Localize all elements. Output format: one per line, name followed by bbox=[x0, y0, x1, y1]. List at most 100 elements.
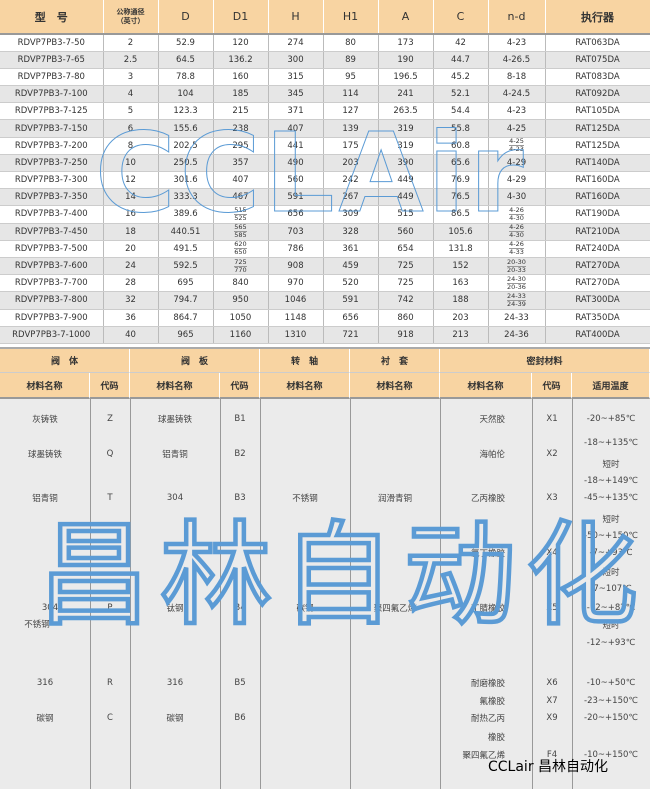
stacked-value: 20-30 20-33 bbox=[507, 257, 526, 274]
value: 24-39 bbox=[507, 299, 526, 308]
table-cell: RDVP7PB3-7-50 bbox=[0, 34, 104, 52]
table-cell: 515 525 bbox=[213, 205, 269, 224]
table-cell: RDVP7PB3-7-800 bbox=[0, 291, 104, 310]
table-cell: 4-26 4-30 bbox=[488, 205, 546, 224]
table-cell: RAT125DA bbox=[545, 137, 650, 155]
material-cell: 耐热乙丙 bbox=[470, 714, 505, 724]
table-cell: 14 bbox=[103, 188, 159, 207]
value: 20-30 bbox=[507, 257, 526, 267]
group-header: 阀 板 bbox=[130, 349, 260, 373]
table-cell: 4-25 4-23 bbox=[488, 137, 546, 155]
table-cell: 656 bbox=[323, 309, 379, 327]
table-cell: 725 770 bbox=[213, 257, 269, 276]
table-cell: 267 bbox=[323, 188, 379, 207]
material-cell: Z bbox=[107, 414, 113, 424]
table-cell: 65.6 bbox=[433, 154, 489, 173]
table-row: RDVP7PB3-7-65 2.5 64.5 136.2 300 89 190 44.7 4-2… bbox=[0, 51, 650, 69]
table-cell: RDVP7PB3-7-100 bbox=[0, 85, 104, 104]
table-cell: RDVP7PB3-7-1000 bbox=[0, 326, 104, 344]
column-header: A bbox=[378, 0, 434, 35]
table-cell: 8-18 bbox=[488, 68, 546, 87]
table-cell: 190 bbox=[378, 51, 434, 69]
table-row: RDVP7PB3-7-900 36 864.7 1050 1148 656 860 203 24… bbox=[0, 309, 650, 327]
table-cell: RAT270DA bbox=[545, 257, 650, 276]
material-cell: 短时 bbox=[602, 621, 620, 631]
table-row: RDVP7PB3-7-1000 40 965 1160 1310 721 918 213 24-… bbox=[0, 326, 650, 344]
material-cell: 天然胶 bbox=[479, 415, 505, 425]
table-cell: 918 bbox=[378, 326, 434, 344]
material-cell: -50~+150℃ bbox=[584, 531, 638, 541]
material-cell: 耐磨橡胶 bbox=[470, 679, 505, 689]
material-cell: R bbox=[107, 678, 113, 688]
table-cell: 60.8 bbox=[433, 137, 489, 155]
table-cell: 345 bbox=[268, 85, 324, 104]
table-cell: RDVP7PB3-7-65 bbox=[0, 51, 104, 69]
stacked-value: 620 650 bbox=[234, 241, 247, 257]
value: 650 bbox=[234, 248, 247, 257]
table-cell: 24-33 24-39 bbox=[488, 291, 546, 310]
table-cell: 28 bbox=[103, 274, 159, 293]
material-cell: 聚四氟乙烯 bbox=[373, 604, 417, 614]
table-cell: 155.6 bbox=[158, 119, 214, 138]
table-cell: 950 bbox=[213, 291, 269, 310]
material-cell: P bbox=[107, 603, 113, 613]
material-cell: -7~107℃ bbox=[590, 584, 632, 594]
table-cell: 250.5 bbox=[158, 154, 214, 173]
table-cell: 4 bbox=[103, 85, 159, 104]
column-header: 材料名称 bbox=[440, 373, 532, 399]
column-header: H bbox=[268, 0, 324, 35]
table-cell: RDVP7PB3-7-125 bbox=[0, 102, 104, 121]
table-row: RDVP7PB3-7-100 4 104 185 345 114 241 52.1 4-24.5… bbox=[0, 85, 650, 104]
table-cell: RAT240DA bbox=[545, 240, 650, 258]
material-cell: -12~+82℃ bbox=[586, 603, 636, 613]
column-header: 材料名称 bbox=[0, 373, 90, 399]
table-cell: 52.9 bbox=[158, 34, 214, 52]
table-cell: 1148 bbox=[268, 309, 324, 327]
material-cell: -12~+93℃ bbox=[586, 638, 636, 648]
table-cell: 32 bbox=[103, 291, 159, 310]
table-cell: RDVP7PB3-7-900 bbox=[0, 309, 104, 327]
table-cell: 45.2 bbox=[433, 68, 489, 87]
table-cell: RAT400DA bbox=[545, 326, 650, 344]
table-cell: 491.5 bbox=[158, 240, 214, 258]
table-cell: RDVP7PB3-7-300 bbox=[0, 171, 104, 190]
table-cell: 131.8 bbox=[433, 240, 489, 258]
table-cell: 36 bbox=[103, 309, 159, 327]
material-cell: 灰铸铁 bbox=[32, 415, 58, 425]
value: 4-26 bbox=[509, 240, 524, 250]
material-cell: 短时 bbox=[602, 568, 620, 578]
group-header: 衬 套 bbox=[350, 349, 440, 373]
table-row: RDVP7PB3-7-400 16 389.6 515 525 656 309 515 86.5… bbox=[0, 205, 650, 224]
table-cell: 592.5 bbox=[158, 257, 214, 276]
stacked-value: 4-26 4-30 bbox=[509, 206, 524, 222]
table-cell: 515 bbox=[378, 205, 434, 224]
value: 565 bbox=[234, 223, 247, 233]
table-row: RDVP7PB3-7-700 28 695 840 970 520 725 163 24-30 2… bbox=[0, 274, 650, 293]
table-cell: 55.8 bbox=[433, 119, 489, 138]
value: 24-33 bbox=[507, 291, 526, 301]
material-cell: 钛钢 bbox=[166, 604, 184, 614]
stacked-value: 24-30 20-36 bbox=[507, 275, 526, 291]
table-cell: 407 bbox=[213, 171, 269, 190]
table-cell: 721 bbox=[323, 326, 379, 344]
table-cell: 591 bbox=[268, 188, 324, 207]
table-cell: 459 bbox=[323, 257, 379, 276]
table-cell: 139 bbox=[323, 119, 379, 138]
material-cell: 不锈钢 bbox=[24, 620, 50, 630]
material-cell: 铝青铜 bbox=[162, 450, 188, 460]
material-cell: B4 bbox=[234, 603, 246, 613]
table-cell: 4-30 bbox=[488, 188, 546, 207]
stacked-value: 4-26 4-30 bbox=[509, 224, 524, 239]
material-cell: 氯丁橡胶 bbox=[470, 549, 505, 559]
table-cell: RAT160DA bbox=[545, 188, 650, 207]
value: 585 bbox=[234, 231, 247, 240]
table-cell: 2 bbox=[103, 34, 159, 52]
table-cell: 4-26 4-30 bbox=[488, 223, 546, 241]
table-cell: 173 bbox=[378, 34, 434, 52]
table-cell: 2.5 bbox=[103, 51, 159, 69]
table-cell: 64.5 bbox=[158, 51, 214, 69]
table-cell: 274 bbox=[268, 34, 324, 52]
table-cell: 127 bbox=[323, 102, 379, 121]
table-cell: 620 650 bbox=[213, 240, 269, 258]
table-cell: 4-25 bbox=[488, 119, 546, 138]
